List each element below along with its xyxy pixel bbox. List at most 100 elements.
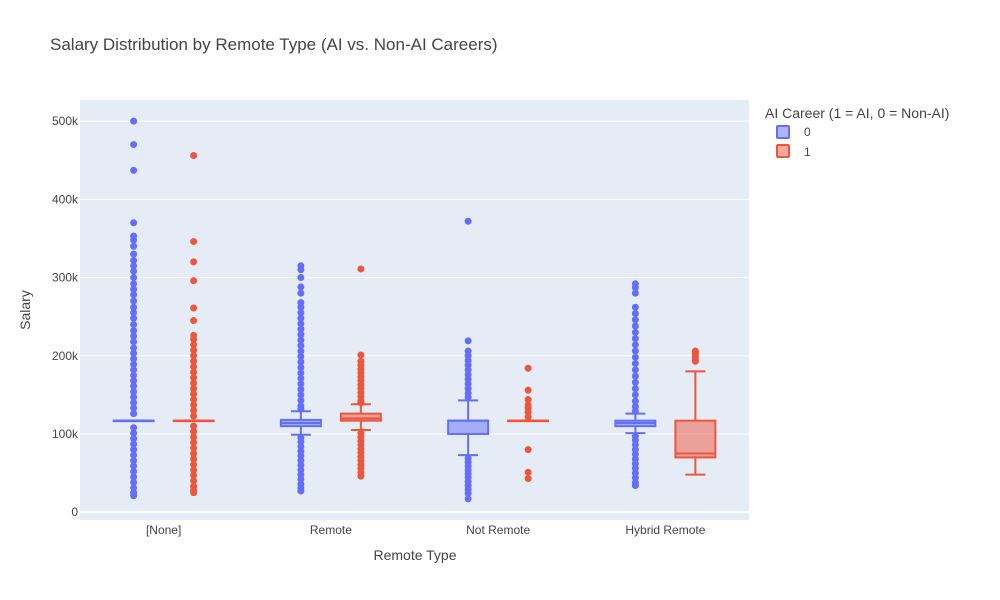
outlier-point bbox=[297, 325, 305, 333]
outlier-point bbox=[190, 477, 198, 485]
outlier-point bbox=[130, 388, 138, 396]
legend-swatch bbox=[776, 125, 790, 139]
outlier-point bbox=[297, 336, 305, 344]
outlier-point bbox=[190, 363, 198, 371]
y-tick-label: 400k bbox=[52, 192, 79, 206]
outlier-point bbox=[190, 444, 198, 452]
outlier-point bbox=[190, 258, 198, 266]
outlier-point bbox=[297, 358, 305, 366]
outlier-point bbox=[130, 360, 138, 368]
outlier-point bbox=[190, 422, 198, 430]
outlier-point bbox=[297, 369, 305, 377]
outlier-point bbox=[190, 238, 198, 246]
outlier-point bbox=[297, 380, 305, 388]
outlier-point bbox=[130, 314, 138, 322]
box-0-0 bbox=[112, 117, 155, 500]
outlier-point bbox=[524, 386, 532, 394]
x-axis-title: Remote Type bbox=[373, 547, 456, 563]
outlier-point bbox=[631, 407, 639, 415]
outlier-point bbox=[130, 366, 138, 374]
outlier-point bbox=[631, 347, 639, 355]
legend-label: 1 bbox=[804, 145, 811, 159]
outlier-point bbox=[524, 468, 532, 476]
outlier-point bbox=[190, 152, 198, 160]
outlier-point bbox=[691, 357, 699, 365]
outlier-point bbox=[130, 297, 138, 305]
outlier-point bbox=[357, 265, 365, 273]
legend: AI Career (1 = AI, 0 = Non-AI) 0 1 bbox=[765, 105, 949, 159]
outlier-point bbox=[130, 236, 138, 244]
outlier-point bbox=[631, 322, 639, 330]
x-tick-label: Hybrid Remote bbox=[625, 523, 705, 537]
outlier-point bbox=[631, 372, 639, 380]
box-1-3 bbox=[674, 347, 717, 476]
outlier-point bbox=[297, 309, 305, 317]
outlier-point bbox=[190, 428, 198, 436]
outlier-point bbox=[190, 385, 198, 393]
outlier-point bbox=[130, 451, 138, 459]
outlier-point bbox=[190, 357, 198, 365]
outlier-point bbox=[297, 303, 305, 311]
x-tick-label: Not Remote bbox=[466, 523, 530, 537]
outlier-point bbox=[297, 353, 305, 361]
outlier-point bbox=[464, 495, 472, 503]
outlier-point bbox=[190, 471, 198, 479]
outlier-point bbox=[130, 303, 138, 311]
outlier-point bbox=[297, 363, 305, 371]
outlier-point bbox=[631, 310, 639, 318]
outlier-point bbox=[631, 391, 639, 399]
outlier-point bbox=[130, 410, 138, 418]
outlier-point bbox=[190, 374, 198, 382]
outlier-point bbox=[130, 404, 138, 412]
outlier-point bbox=[130, 446, 138, 454]
outlier-point bbox=[190, 368, 198, 376]
outlier-point bbox=[130, 242, 138, 250]
outlier-point bbox=[297, 289, 305, 297]
box-1-1 bbox=[339, 265, 382, 480]
outlier-point bbox=[130, 117, 138, 125]
outlier-point bbox=[130, 256, 138, 264]
outlier-point bbox=[130, 424, 138, 432]
outlier-point bbox=[631, 482, 639, 490]
outlier-point bbox=[130, 429, 138, 437]
outlier-point bbox=[190, 455, 198, 463]
chart-title: Salary Distribution by Remote Type (AI v… bbox=[50, 35, 498, 54]
box-0-2 bbox=[447, 217, 490, 503]
outlier-point bbox=[130, 166, 138, 174]
outlier-point bbox=[190, 401, 198, 409]
outlier-point bbox=[190, 396, 198, 404]
outlier-point bbox=[357, 472, 365, 480]
outlier-point bbox=[190, 379, 198, 387]
outlier-point bbox=[130, 280, 138, 288]
outlier-point bbox=[190, 335, 198, 343]
outlier-point bbox=[190, 460, 198, 468]
outlier-point bbox=[130, 435, 138, 443]
outlier-point bbox=[631, 328, 639, 336]
outlier-point bbox=[190, 450, 198, 458]
box-1-2 bbox=[507, 364, 550, 483]
outlier-point bbox=[130, 219, 138, 227]
box-0-3 bbox=[614, 280, 657, 490]
outlier-point bbox=[357, 351, 365, 359]
outlier-point bbox=[357, 399, 365, 407]
outlier-point bbox=[297, 274, 305, 282]
outlier-point bbox=[464, 217, 472, 225]
outlier-point bbox=[524, 446, 532, 454]
iqr-box bbox=[447, 419, 490, 435]
outlier-point bbox=[130, 327, 138, 335]
outlier-point bbox=[631, 385, 639, 393]
legend-item-1[interactable]: 1 bbox=[776, 144, 811, 159]
outlier-point bbox=[190, 346, 198, 354]
outlier-point bbox=[190, 304, 198, 312]
outlier-point bbox=[130, 457, 138, 465]
y-tick-label: 100k bbox=[52, 427, 79, 441]
legend-item-0[interactable]: 0 bbox=[776, 125, 811, 139]
outlier-point bbox=[130, 285, 138, 293]
outlier-point bbox=[190, 433, 198, 441]
outlier-point bbox=[297, 347, 305, 355]
outlier-point bbox=[130, 473, 138, 481]
outlier-point bbox=[297, 266, 305, 274]
outlier-point bbox=[297, 331, 305, 339]
outlier-point bbox=[130, 355, 138, 363]
